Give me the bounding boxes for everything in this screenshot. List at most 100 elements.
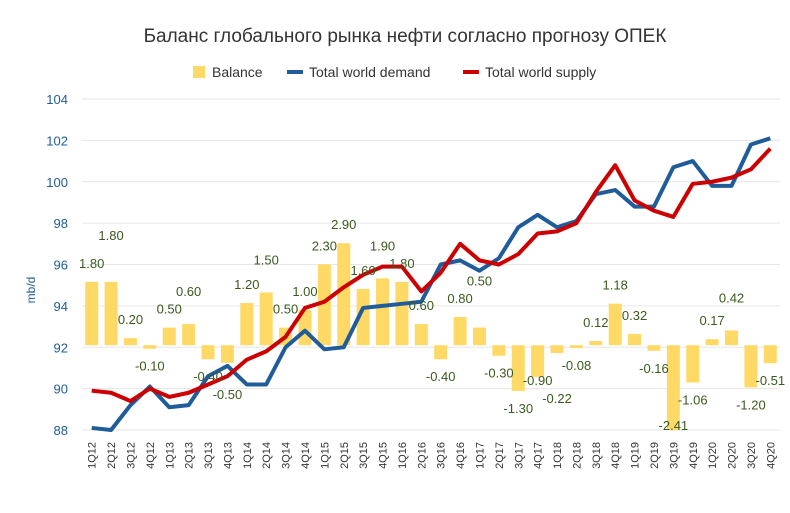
- x-tick-label: 1Q17: [474, 442, 486, 469]
- balance-data-label: 0.80: [447, 291, 472, 306]
- y-tick-label: 100: [46, 175, 68, 190]
- y-axis-label: mb/d: [24, 277, 38, 304]
- x-tick-label: 1Q13: [164, 442, 176, 469]
- balance-bar: [628, 333, 642, 346]
- x-tick-label: 1Q18: [552, 442, 564, 469]
- x-tick-label: 3Q19: [668, 442, 680, 469]
- balance-data-label: -0.50: [213, 387, 243, 402]
- x-tick-label: 4Q15: [378, 442, 390, 469]
- chart-title: Баланс глобального рынка нефти согласно …: [144, 26, 667, 47]
- x-tick-label: 2Q14: [261, 442, 273, 469]
- balance-data-label: -1.20: [736, 397, 766, 412]
- x-tick-label: 1Q16: [397, 442, 409, 469]
- balance-bar: [240, 302, 254, 346]
- x-tick-label: 4Q19: [688, 442, 700, 469]
- balance-bar: [182, 324, 196, 346]
- y-tick-label: 90: [54, 382, 68, 397]
- balance-bar: [725, 330, 739, 346]
- y-tick-label: 102: [46, 133, 68, 148]
- y-tick-label: 94: [54, 299, 68, 314]
- x-tick-label: 2Q18: [571, 442, 583, 469]
- x-tick-label: 3Q12: [125, 442, 137, 469]
- balance-bar: [608, 303, 622, 346]
- x-tick-label: 4Q13: [222, 442, 234, 469]
- balance-data-label: 1.80: [79, 256, 104, 271]
- balance-bar: [492, 345, 506, 356]
- balance-data-label: -0.51: [755, 373, 785, 388]
- x-tick-label: 2Q17: [494, 442, 506, 469]
- balance-bar: [259, 292, 273, 346]
- balance-bar: [569, 345, 583, 348]
- balance-data-label: 0.17: [699, 313, 724, 328]
- legend-label-balance: Balance: [212, 64, 263, 80]
- x-tick-label: 4Q16: [455, 442, 467, 469]
- x-tick-label: 4Q12: [145, 442, 157, 469]
- balance-data-label: 1.20: [234, 277, 259, 292]
- balance-bar: [123, 338, 137, 346]
- x-tick-label: 1Q20: [707, 442, 719, 469]
- x-tick-label: 3Q13: [203, 442, 215, 469]
- x-tick-label: 2Q19: [649, 442, 661, 469]
- y-tick-label: 98: [54, 216, 68, 231]
- legend-label-demand: Total world demand: [309, 64, 430, 80]
- balance-data-label: 1.18: [603, 278, 628, 293]
- balance-data-label: -0.10: [135, 359, 165, 374]
- x-tick-label: 2Q15: [339, 442, 351, 469]
- balance-data-label: 0.32: [622, 308, 647, 323]
- balance-data-label: -1.06: [678, 392, 708, 407]
- balance-bar: [472, 327, 486, 346]
- balance-data-label: 1.50: [254, 252, 279, 267]
- balance-bar: [647, 345, 661, 351]
- y-tick-label: 104: [46, 92, 68, 107]
- legend-swatch-balance: [193, 66, 205, 78]
- balance-data-label: 1.80: [98, 228, 123, 243]
- balance-data-label: -0.08: [562, 358, 592, 373]
- balance-data-label: 0.60: [176, 284, 201, 299]
- y-tick-label: 88: [54, 423, 68, 438]
- balance-data-label: 1.90: [370, 238, 395, 253]
- x-tick-label: 4Q17: [533, 442, 545, 469]
- balance-data-label: -0.30: [484, 366, 514, 381]
- x-tick-label: 3Q18: [591, 442, 603, 469]
- balance-data-label: 0.50: [467, 274, 492, 289]
- x-tick-label: 1Q15: [319, 442, 331, 469]
- balance-bar: [414, 324, 428, 346]
- balance-bar: [337, 243, 351, 346]
- balance-data-label: -0.40: [426, 369, 456, 384]
- balance-bar: [511, 345, 525, 391]
- supply-line: [91, 147, 772, 404]
- balance-bar: [763, 345, 777, 364]
- balance-bar: [434, 345, 448, 360]
- balance-data-label: -0.16: [639, 361, 669, 376]
- x-tick-label: 1Q14: [242, 442, 254, 469]
- balance-bar: [201, 345, 215, 360]
- y-tick-label: 96: [54, 258, 68, 273]
- balance-data-label: 0.12: [583, 315, 608, 330]
- x-tick-label: 4Q18: [610, 442, 622, 469]
- balance-data-label: 0.60: [409, 298, 434, 313]
- balance-data-label: -0.40: [193, 369, 223, 384]
- balance-data-label: 0.42: [719, 290, 744, 305]
- x-tick-label: 2Q13: [184, 442, 196, 469]
- balance-bar: [589, 340, 603, 346]
- x-tick-label: 2Q16: [416, 442, 428, 469]
- balance-data-label: 1.80: [389, 256, 414, 271]
- legend: Balance Total world demand Total world s…: [193, 64, 596, 80]
- balance-bar: [143, 345, 157, 349]
- balance-data-label: 2.30: [312, 238, 337, 253]
- x-tick-label: 3Q14: [281, 442, 293, 469]
- balance-bar: [317, 264, 331, 346]
- balance-bar: [705, 339, 719, 346]
- balance-data-label: 0.20: [118, 312, 143, 327]
- balance-bar: [744, 345, 758, 388]
- balance-data-label: 0.50: [157, 302, 182, 317]
- balance-bar: [531, 345, 545, 377]
- x-tick-label: 3Q16: [436, 442, 448, 469]
- balance-bar: [453, 317, 467, 346]
- legend-label-supply: Total world supply: [485, 64, 596, 80]
- x-tick-label: 2Q20: [727, 442, 739, 469]
- balance-data-label: 0.50: [273, 302, 298, 317]
- x-tick-label: 3Q17: [513, 442, 525, 469]
- balance-bar: [85, 281, 99, 346]
